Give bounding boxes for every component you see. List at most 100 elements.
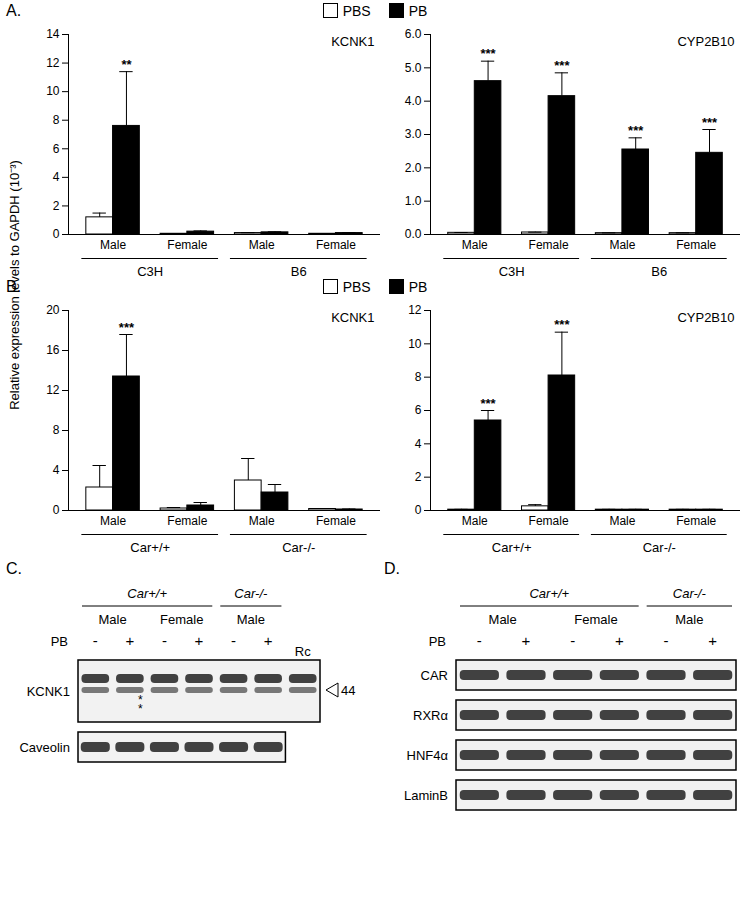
svg-text:Male: Male — [462, 514, 488, 528]
svg-text:Car-/-: Car-/- — [673, 586, 707, 601]
svg-text:Female: Female — [574, 612, 617, 627]
svg-text:B6: B6 — [291, 264, 307, 279]
svg-text:***: *** — [480, 46, 496, 61]
svg-text:12: 12 — [46, 383, 60, 397]
svg-text:+: + — [522, 632, 531, 649]
svg-text:LaminB: LaminB — [404, 788, 448, 803]
svg-text:***: *** — [628, 123, 644, 138]
svg-text:0.0: 0.0 — [405, 227, 422, 241]
svg-text:10: 10 — [408, 337, 422, 351]
svg-text:0: 0 — [415, 503, 422, 517]
svg-text:PB: PB — [429, 634, 446, 649]
svg-text:3.0: 3.0 — [405, 127, 422, 141]
svg-text:16: 16 — [46, 343, 60, 357]
svg-text:+: + — [125, 632, 134, 649]
svg-text:PB: PB — [51, 634, 68, 649]
svg-text:Male: Male — [98, 612, 126, 627]
svg-text:Male: Male — [675, 612, 703, 627]
svg-text:Male: Male — [489, 612, 517, 627]
svg-text:Car+/+: Car+/+ — [529, 586, 569, 601]
svg-text:C3H: C3H — [499, 264, 525, 279]
svg-text:12: 12 — [46, 56, 60, 70]
svg-text:8: 8 — [53, 423, 60, 437]
svg-text:+: + — [708, 632, 717, 649]
svg-text:Car+/+: Car+/+ — [127, 586, 167, 601]
svg-text:-: - — [93, 632, 98, 649]
svg-text:Car-/-: Car-/- — [643, 540, 676, 555]
svg-text:20: 20 — [46, 303, 60, 317]
svg-text:Female: Female — [160, 612, 203, 627]
svg-text:+: + — [264, 632, 273, 649]
svg-text:KCNK1: KCNK1 — [331, 34, 374, 49]
svg-text:-: - — [231, 632, 236, 649]
svg-text:-: - — [570, 632, 575, 649]
svg-text:Male: Male — [249, 514, 275, 528]
svg-text:B6: B6 — [651, 264, 667, 279]
svg-text:4: 4 — [415, 437, 422, 451]
svg-text:RXRα: RXRα — [413, 708, 448, 723]
svg-text:**: ** — [121, 57, 132, 72]
svg-text:Car-/-: Car-/- — [282, 540, 315, 555]
svg-text:2: 2 — [415, 470, 422, 484]
svg-text:Female: Female — [167, 514, 207, 528]
svg-text:***: *** — [480, 396, 496, 411]
svg-text:KCNK1: KCNK1 — [331, 310, 374, 325]
svg-text:14: 14 — [46, 27, 60, 41]
svg-text:CYP2B10: CYP2B10 — [677, 34, 734, 49]
svg-text:Car+/+: Car+/+ — [130, 540, 170, 555]
svg-text:Female: Female — [167, 238, 207, 252]
svg-text:2.0: 2.0 — [405, 161, 422, 175]
svg-text:-: - — [664, 632, 669, 649]
svg-text:Male: Male — [609, 514, 635, 528]
svg-text:Female: Female — [676, 514, 716, 528]
svg-text:4: 4 — [53, 170, 60, 184]
svg-text:4: 4 — [53, 463, 60, 477]
svg-text:Male: Male — [249, 238, 275, 252]
svg-text:***: *** — [554, 317, 570, 332]
svg-text:12: 12 — [408, 303, 422, 317]
svg-text:6: 6 — [415, 403, 422, 417]
svg-text:8: 8 — [53, 113, 60, 127]
svg-text:CYP2B10: CYP2B10 — [677, 310, 734, 325]
html-text:A.: A. — [6, 2, 22, 19]
svg-text:8: 8 — [415, 370, 422, 384]
svg-text:Female: Female — [529, 238, 569, 252]
svg-text:***: *** — [702, 115, 718, 130]
svg-text:4.0: 4.0 — [405, 94, 422, 108]
svg-text:6: 6 — [53, 142, 60, 156]
svg-text:Male: Male — [100, 514, 126, 528]
svg-text:0: 0 — [53, 503, 60, 517]
svg-text:Caveolin: Caveolin — [19, 740, 70, 755]
svg-text:6.0: 6.0 — [405, 27, 422, 41]
svg-text:CAR: CAR — [421, 668, 448, 683]
svg-text:Female: Female — [676, 238, 716, 252]
svg-text:Car+/+: Car+/+ — [492, 540, 532, 555]
svg-text:Car-/-: Car-/- — [234, 586, 268, 601]
svg-text:-: - — [162, 632, 167, 649]
svg-text:***: *** — [554, 58, 570, 73]
svg-text:C3H: C3H — [137, 264, 163, 279]
svg-text:0: 0 — [53, 227, 60, 241]
svg-text:10: 10 — [46, 84, 60, 98]
svg-text:*: * — [138, 702, 143, 716]
svg-text:Male: Male — [100, 238, 126, 252]
html-text:PB: PB — [408, 3, 428, 19]
svg-text:Male: Male — [237, 612, 265, 627]
svg-text:KCNK1: KCNK1 — [27, 684, 70, 699]
svg-text:***: *** — [119, 320, 135, 335]
svg-text:Rc: Rc — [295, 644, 311, 659]
svg-text:44: 44 — [341, 683, 355, 698]
svg-text:HNF4α: HNF4α — [407, 748, 449, 763]
svg-text:Male: Male — [462, 238, 488, 252]
svg-text:Female: Female — [529, 514, 569, 528]
svg-text:-: - — [477, 632, 482, 649]
html-text:PBS: PBS — [342, 3, 371, 19]
svg-text:+: + — [615, 632, 624, 649]
svg-text:Male: Male — [609, 238, 635, 252]
svg-text:+: + — [195, 632, 204, 649]
svg-text:Female: Female — [316, 514, 356, 528]
svg-text:2: 2 — [53, 199, 60, 213]
svg-text:Female: Female — [316, 238, 356, 252]
svg-text:5.0: 5.0 — [405, 61, 422, 75]
svg-text:1.0: 1.0 — [405, 194, 422, 208]
